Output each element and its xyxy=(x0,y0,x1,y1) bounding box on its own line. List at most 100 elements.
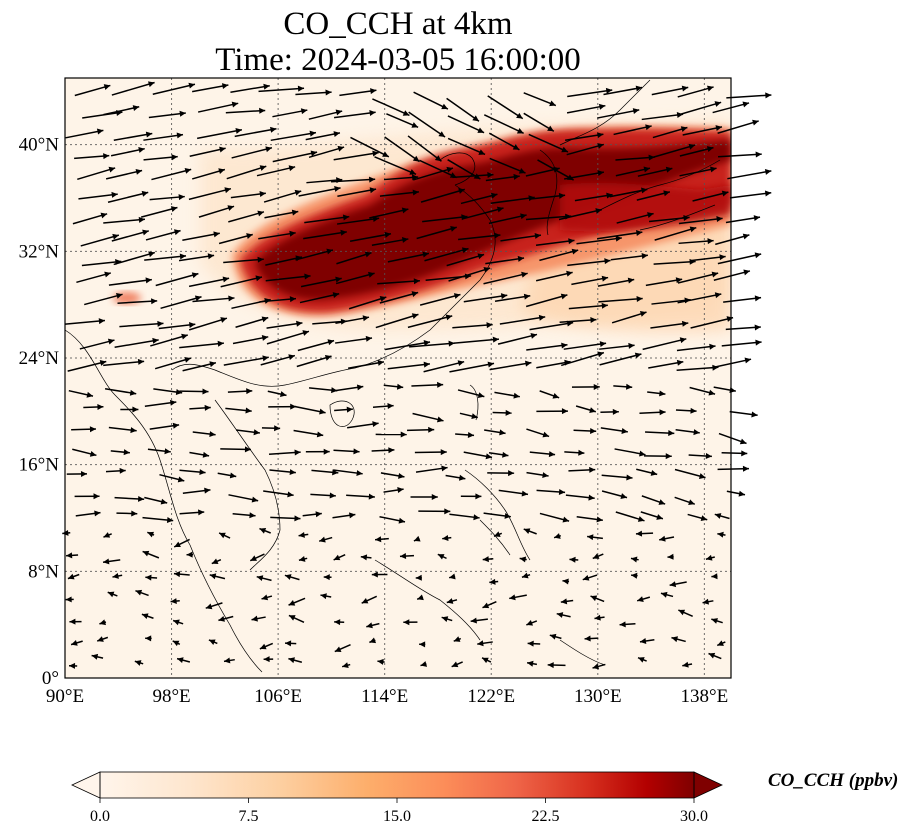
wind-arrow xyxy=(497,332,538,345)
wind-arrow xyxy=(527,640,541,647)
wind-arrow xyxy=(592,553,604,560)
wind-arrow xyxy=(379,189,419,197)
wind-arrow xyxy=(493,531,503,537)
wind-arrow xyxy=(294,405,326,415)
wind-arrow xyxy=(182,487,211,495)
wind-arrow xyxy=(416,226,457,240)
wind-arrow xyxy=(230,191,266,199)
wind-arrow xyxy=(483,512,511,519)
wind-arrow xyxy=(182,231,220,241)
wind-arrow xyxy=(383,487,404,493)
wind-arrow xyxy=(375,313,419,329)
wind-arrow xyxy=(441,616,453,622)
wind-arrow xyxy=(488,213,527,225)
wind-arrow xyxy=(460,192,498,205)
wind-arrow xyxy=(653,258,696,265)
wind-arrow xyxy=(717,531,726,538)
wind-arrow xyxy=(647,390,666,397)
wind-arrow xyxy=(446,97,480,122)
wind-arrow xyxy=(420,188,465,203)
wind-arrow xyxy=(660,591,674,598)
wind-arrow xyxy=(192,83,229,93)
wind-arrow xyxy=(574,192,613,202)
wind-arrow xyxy=(526,428,550,438)
wind-arrow xyxy=(284,640,297,647)
wind-arrow xyxy=(636,596,651,603)
wind-arrow xyxy=(459,412,478,420)
wind-arrow xyxy=(103,216,146,224)
wind-arrow xyxy=(69,618,82,625)
wind-arrow xyxy=(526,471,549,479)
wind-arrow xyxy=(715,233,750,246)
colorbar-tick-label: 7.5 xyxy=(239,808,259,825)
wind-arrow xyxy=(272,150,318,163)
wind-arrow xyxy=(179,509,205,516)
wind-arrow xyxy=(225,407,252,414)
wind-arrow xyxy=(682,661,693,668)
wind-arrow xyxy=(293,429,324,438)
wind-arrow xyxy=(452,322,493,329)
wind-arrow xyxy=(144,496,168,505)
wind-arrow xyxy=(148,110,186,119)
wind-arrow xyxy=(263,490,294,498)
wind-arrow xyxy=(446,598,458,604)
coastlines xyxy=(65,79,721,673)
wind-arrow xyxy=(249,553,265,562)
wind-arrow xyxy=(76,271,112,284)
wind-arrow xyxy=(333,110,376,119)
wind-arrow xyxy=(308,387,338,394)
wind-arrow xyxy=(296,354,332,368)
wind-arrow xyxy=(295,89,332,96)
wind-arrow xyxy=(304,214,350,224)
wind-arrow xyxy=(559,317,597,324)
wind-arrow xyxy=(258,230,296,240)
wind-arrow xyxy=(149,194,185,201)
wind-arrow xyxy=(256,575,272,582)
wind-arrow xyxy=(590,595,605,603)
colorbar: 0.0 7.5 15.0 22.5 30.0 xyxy=(71,771,723,825)
wind-arrow xyxy=(566,143,605,156)
wind-arrow xyxy=(298,186,341,197)
wind-arrow xyxy=(331,176,376,183)
wind-arrow xyxy=(227,388,253,395)
wind-arrow xyxy=(687,513,708,522)
wind-arrow xyxy=(377,658,385,665)
wind-arrow xyxy=(539,390,560,399)
wind-arrow xyxy=(218,233,253,245)
wind-arrow xyxy=(266,330,310,345)
wind-arrow xyxy=(619,621,636,628)
wind-arrow xyxy=(424,247,469,262)
wind-arrow xyxy=(678,101,722,116)
wind-arrow xyxy=(568,302,608,310)
lat-tick-label: 32°N xyxy=(19,241,60,262)
wind-arrow xyxy=(494,391,520,399)
wind-arrow xyxy=(333,469,363,477)
wind-arrow xyxy=(488,451,509,458)
wind-arrow xyxy=(526,342,568,351)
wind-arrow xyxy=(268,449,301,456)
wind-arrow xyxy=(457,389,485,399)
wind-arrow xyxy=(500,232,542,242)
wind-arrow xyxy=(678,216,723,225)
wind-arrow xyxy=(603,85,643,96)
wind-arrow xyxy=(521,572,531,579)
wind-arrow xyxy=(366,622,380,629)
wind-arrow xyxy=(298,555,308,562)
wind-arrow xyxy=(298,531,309,538)
wind-arrow xyxy=(371,447,395,454)
wind-arrow xyxy=(334,406,353,413)
wind-arrow xyxy=(223,657,235,664)
wind-arrow xyxy=(72,212,108,225)
map-frame xyxy=(64,77,732,679)
wind-arrow xyxy=(691,254,726,262)
lon-tick-label: 98°E xyxy=(152,686,190,707)
wind-arrow xyxy=(414,449,447,456)
wind-arrow xyxy=(453,636,462,642)
wind-arrow xyxy=(399,553,415,560)
wind-arrow xyxy=(677,292,722,304)
wind-arrow xyxy=(270,130,317,142)
wind-arrow xyxy=(652,126,688,139)
wind-arrow xyxy=(103,358,145,367)
wind-arrow xyxy=(526,619,538,626)
wind-arrow xyxy=(228,494,259,503)
